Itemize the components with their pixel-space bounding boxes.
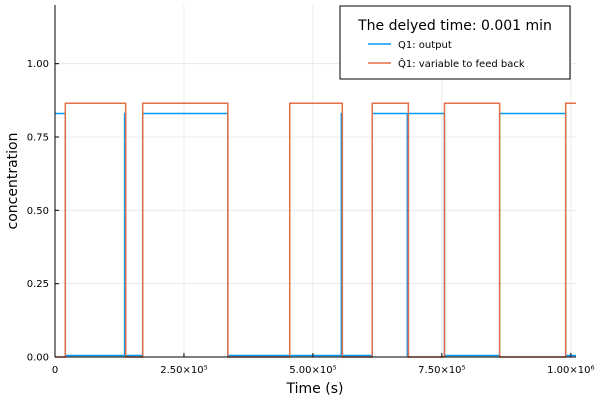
y-tick-label: 0.25	[27, 279, 49, 290]
y-ticks: 0.00 0.25 0.50 0.75 1.00	[27, 59, 59, 364]
legend-box	[339, 5, 571, 80]
y-tick-label: 0.75	[27, 133, 49, 144]
legend-label-q1-feedback: Q̂1: variable to feed back	[398, 57, 525, 70]
series-line-q1-feedback	[55, 102, 576, 358]
y-tick-label: 1.00	[27, 59, 49, 70]
y-axis-label: concentration	[5, 133, 21, 230]
x-axis-label: Time (s)	[286, 381, 344, 397]
x-tick-label: 1.00×10⁶	[547, 365, 594, 376]
x-tick-label: 5.00×10⁵	[289, 365, 336, 376]
legend: The delyed time: 0.001 min Q1: output Q̂…	[339, 5, 571, 80]
x-tick-label: 0	[52, 365, 58, 376]
legend-title: The delyed time: 0.001 min	[357, 18, 552, 34]
y-tick-label: 0.50	[27, 206, 49, 217]
x-tick-label: 2.50×10⁵	[160, 365, 207, 376]
x-tick-label: 7.50×10⁵	[418, 365, 465, 376]
y-tick-label: 0.00	[27, 353, 49, 364]
series-layer	[55, 102, 576, 358]
legend-label-q1-output: Q1: output	[398, 40, 452, 51]
x-ticks: 0 2.50×10⁵ 5.00×10⁵ 7.50×10⁵ 1.00×10⁶	[52, 353, 595, 376]
